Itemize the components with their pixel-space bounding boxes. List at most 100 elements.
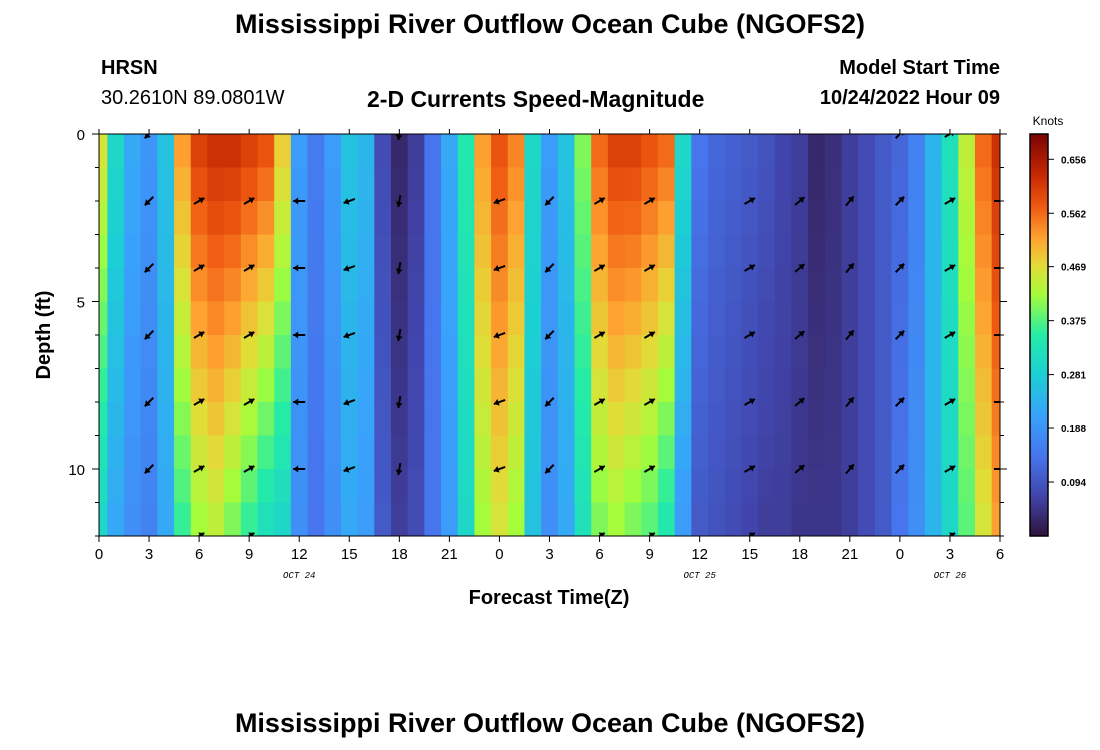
heatmap-cell: [390, 268, 409, 303]
heatmap-cell: [407, 335, 425, 370]
heatmap-cell: [207, 301, 225, 336]
heatmap-cell: [924, 268, 943, 303]
heatmap-cell: [724, 469, 742, 504]
heatmap-cell: [357, 502, 375, 536]
current-vector-arrow: [293, 465, 306, 473]
heatmap-cell: [774, 167, 793, 202]
heatmap-cell: [157, 301, 175, 336]
current-vector-arrow: [845, 396, 855, 408]
heatmap-cell: [624, 134, 642, 169]
heatmap-cell: [474, 435, 492, 470]
heatmap-cell: [991, 368, 1000, 403]
heatmap-cell: [891, 368, 909, 403]
heatmap-cell: [641, 268, 659, 303]
heatmap-cell: [641, 502, 659, 536]
heatmap-cell: [157, 435, 175, 470]
current-vector-arrow: [395, 395, 403, 409]
heatmap-cell: [657, 435, 676, 470]
heatmap-cell: [174, 167, 192, 202]
heatmap-cell: [390, 234, 409, 269]
heatmap-cell: [140, 435, 158, 470]
heatmap-cell: [724, 402, 742, 437]
heatmap-cell: [891, 301, 909, 336]
heatmap-cell: [524, 134, 542, 169]
current-vector-arrow: [944, 264, 956, 272]
heatmap-cell: [157, 469, 175, 504]
heatmap-cell: [541, 201, 559, 236]
heatmap-cell: [390, 402, 409, 437]
heatmap-cell: [424, 268, 442, 303]
heatmap-cell: [290, 167, 309, 202]
current-vector-arrow: [395, 261, 403, 275]
heatmap-cell: [407, 368, 425, 403]
current-vector-arrow: [343, 332, 356, 339]
heatmap-cell: [290, 502, 309, 536]
heatmap-cell: [507, 335, 526, 370]
heatmap-cell: [858, 368, 876, 403]
date-label: OCT 25: [683, 571, 716, 581]
heatmap-cell: [574, 469, 592, 504]
heatmap-cell: [908, 201, 926, 236]
heatmap-cell: [441, 201, 459, 236]
heatmap-cell: [691, 234, 709, 269]
heatmap-cell: [574, 335, 592, 370]
heatmap-cell: [491, 301, 509, 336]
heatmap-cell: [524, 234, 542, 269]
y-tick-label: 10: [68, 462, 85, 479]
heatmap-cell: [240, 502, 259, 536]
heatmap-cell: [941, 335, 959, 370]
heatmap-cell: [374, 301, 392, 336]
heatmap-cell: [274, 402, 292, 437]
heatmap-cell: [140, 368, 158, 403]
colorbar-ticks: 0.094 0.188 0.281 0.375 0.469 0.562 0.656: [1048, 155, 1086, 489]
heatmap-cell: [390, 301, 409, 336]
heatmap-cell: [808, 402, 826, 437]
heatmap-cell: [724, 335, 742, 370]
heatmap-cell: [207, 268, 225, 303]
heatmap-cell: [941, 268, 959, 303]
heatmap-cell: [691, 134, 709, 169]
heatmap-cell: [808, 502, 826, 536]
heatmap-cell: [607, 402, 626, 437]
heatmap-cell: [407, 502, 425, 536]
heatmap-cell: [557, 502, 576, 536]
heatmap-cell: [808, 435, 826, 470]
heatmap-cell: [691, 469, 709, 504]
heatmap-cell: [474, 335, 492, 370]
heatmap-cell: [390, 201, 409, 236]
heatmap-cell: [607, 167, 626, 202]
heatmap-cell: [991, 201, 1000, 236]
heatmap-cell: [824, 134, 843, 169]
heatmap-cell: [708, 134, 726, 169]
heatmap-cell: [974, 402, 993, 437]
heatmap-cell: [791, 234, 809, 269]
current-vector-arrow: [744, 465, 756, 473]
heatmap-cell: [99, 268, 108, 303]
heatmap-cell: [491, 402, 509, 437]
heatmap-cell: [557, 201, 576, 236]
heatmap-cell: [491, 268, 509, 303]
heatmap-cell: [774, 301, 793, 336]
current-vector-arrow: [593, 465, 606, 473]
y-tick-label: 0: [77, 127, 85, 144]
heatmap-cell: [424, 469, 442, 504]
heatmap-cell: [824, 201, 843, 236]
heatmap-cell: [374, 234, 392, 269]
heatmap-cell: [641, 167, 659, 202]
heatmap-cell: [841, 402, 859, 437]
heatmap-cell: [324, 268, 342, 303]
heatmap-cell: [357, 134, 375, 169]
heatmap-cell: [524, 335, 542, 370]
heatmap-cell: [99, 502, 108, 536]
heatmap-cell: [791, 134, 809, 169]
current-speed-chart: 0 3 6 9 12 15 18 21 0 3 6 9 12 15 18 21 0 3 6 OCT 24 OCT 25 O…: [33, 114, 1086, 609]
heatmap-cell: [607, 335, 626, 370]
heatmap-cell: [591, 234, 609, 269]
heatmap-cell: [474, 167, 492, 202]
heatmap-cell: [407, 167, 425, 202]
heatmap-cell: [574, 402, 592, 437]
heatmap-cell: [307, 268, 325, 303]
heatmap-cell: [124, 368, 142, 403]
heatmap-cell: [491, 435, 509, 470]
heatmap-cell: [991, 167, 1000, 202]
